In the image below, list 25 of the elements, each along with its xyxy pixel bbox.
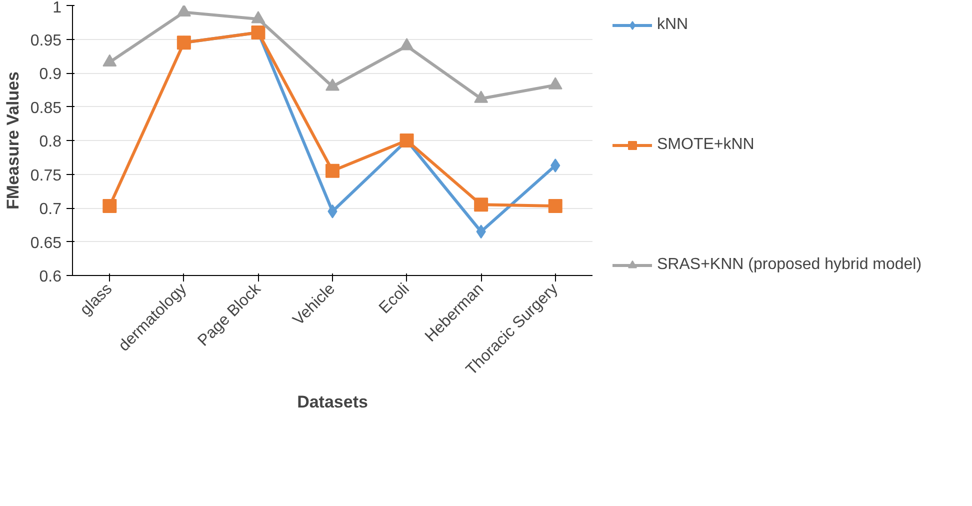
legend-label: SRAS+KNN (proposed hybrid model) [657, 256, 922, 274]
y-tick-label: 0.7 [39, 201, 62, 218]
point [474, 198, 488, 212]
y-axis-title: FMeasure Values [3, 72, 22, 210]
y-tick-label: 0.95 [30, 32, 62, 50]
point [326, 78, 340, 91]
y-tick-label: 0.8 [39, 134, 62, 150]
point [102, 198, 117, 213]
point [102, 54, 117, 66]
point [251, 10, 266, 24]
y-tick-label: 0.6 [39, 268, 62, 286]
point [548, 77, 562, 90]
legend-label: kNN [657, 16, 688, 34]
point [176, 6, 191, 17]
point [474, 90, 488, 103]
y-tick-label: 0.75 [30, 167, 62, 184]
point [548, 198, 562, 213]
y-tick-label: 1 [52, 0, 62, 16]
y-tick-label: 0.9 [39, 66, 62, 83]
y-tick-label: 0.65 [30, 234, 62, 252]
legend-label: SMOTE+kNN [657, 136, 754, 154]
point [400, 38, 414, 50]
point [326, 164, 340, 178]
x-axis-title: Datasets [297, 392, 368, 412]
y-tick-label: 0.85 [30, 100, 62, 117]
